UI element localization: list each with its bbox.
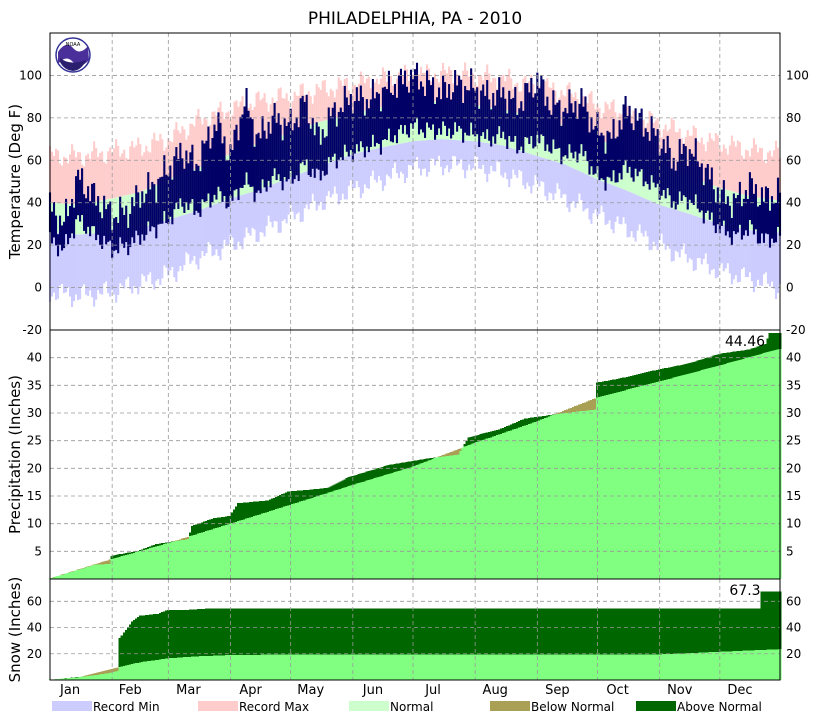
legend-swatch: [52, 701, 92, 711]
temperature-ytick-right: 60: [786, 153, 801, 167]
precipitation-ytick-left: 35: [27, 378, 42, 392]
month-label: Jun: [362, 683, 383, 698]
temperature-ytick-left-min: -20: [22, 323, 42, 337]
precipitation-ylabel: Precipitation (Inches): [6, 375, 24, 534]
snow-ytick-right: 40: [786, 621, 801, 635]
legend-label: Below Normal: [531, 700, 614, 714]
month-label: Oct: [606, 683, 628, 698]
precipitation-ytick-left: 20: [27, 461, 42, 475]
temperature-ytick-right: 40: [786, 196, 801, 210]
precipitation-ytick-right: 30: [786, 406, 801, 420]
temperature-ytick-left: 0: [34, 281, 42, 295]
legend-swatch: [636, 701, 676, 711]
temperature-panel: 0 0 20 20 40 40 60 60 80 80 100 100 Temperature (Deg…: [6, 33, 809, 337]
precipitation-ytick-right: 5: [786, 544, 794, 558]
temperature-ylabel: Temperature (Deg F): [6, 104, 24, 260]
snow-ytick-left: 20: [27, 647, 42, 661]
temperature-ytick-right: 80: [786, 111, 801, 125]
precipitation-ytick-right: 35: [786, 378, 801, 392]
precipitation-ytick-right: 40: [786, 351, 801, 365]
precipitation-ytick-left: 40: [27, 351, 42, 365]
snow-ytick-left: 40: [27, 621, 42, 635]
precipitation-ytick-right: 25: [786, 434, 801, 448]
snow-total-label: 67.3: [729, 583, 760, 599]
snow-ylabel: Snow (Inches): [6, 577, 24, 683]
precipitation-total-label: 44.46: [725, 334, 765, 350]
precipitation-ytick-left: 5: [34, 544, 42, 558]
legend-label: Normal: [390, 700, 433, 714]
legend-label: Above Normal: [677, 700, 762, 714]
precipitation-ytick-left: 25: [27, 434, 42, 448]
legend: Record Min Record Max Normal Below Normal Ab…: [52, 700, 762, 714]
precipitation-ytick-left: 15: [27, 489, 42, 503]
month-axis: Jan Feb Mar Apr May Jun Jul Aug Sep Oct Nov Dec: [59, 683, 752, 698]
snow-ytick-right: 20: [786, 647, 801, 661]
month-label: Jan: [59, 683, 80, 698]
month-label: Mar: [176, 683, 201, 698]
legend-swatch: [349, 701, 389, 711]
legend-swatch: [198, 701, 238, 711]
month-label: Nov: [667, 683, 693, 698]
month-label: Jul: [424, 683, 441, 698]
temperature-ytick-left: 100: [19, 68, 42, 82]
month-label: Aug: [483, 683, 508, 698]
noaa-logo-icon: NOAA: [56, 38, 90, 72]
legend-label: Record Min: [93, 700, 160, 714]
snow-ytick-left: 60: [27, 594, 42, 608]
temperature-ytick-right: 100: [786, 68, 809, 82]
temperature-ytick-right: 20: [786, 238, 801, 252]
legend-swatch: [490, 701, 530, 711]
precipitation-ytick-right: 20: [786, 461, 801, 475]
month-label: Feb: [119, 683, 142, 698]
precipitation-ytick-right: 15: [786, 489, 801, 503]
legend-label: Record Max: [239, 700, 309, 714]
precipitation-ytick-left: 30: [27, 406, 42, 420]
precipitation-ytick-right: 10: [786, 517, 801, 531]
temperature-ytick-right: 0: [786, 281, 794, 295]
month-label: Dec: [727, 683, 752, 698]
snow-ytick-right: 60: [786, 594, 801, 608]
temperature-ytick-left: 20: [27, 238, 42, 252]
month-label: May: [297, 683, 324, 698]
month-label: Sep: [545, 683, 570, 698]
precipitation-ytick-left: 10: [27, 517, 42, 531]
svg-text:NOAA: NOAA: [66, 42, 81, 48]
temperature-ytick-left: 40: [27, 196, 42, 210]
temperature-ytick-left: 80: [27, 111, 42, 125]
temperature-ytick-right-min: -20: [786, 323, 806, 337]
month-label: Apr: [239, 683, 262, 698]
temperature-ytick-left: 60: [27, 153, 42, 167]
chart-title: PHILADELPHIA, PA - 2010: [308, 9, 522, 29]
